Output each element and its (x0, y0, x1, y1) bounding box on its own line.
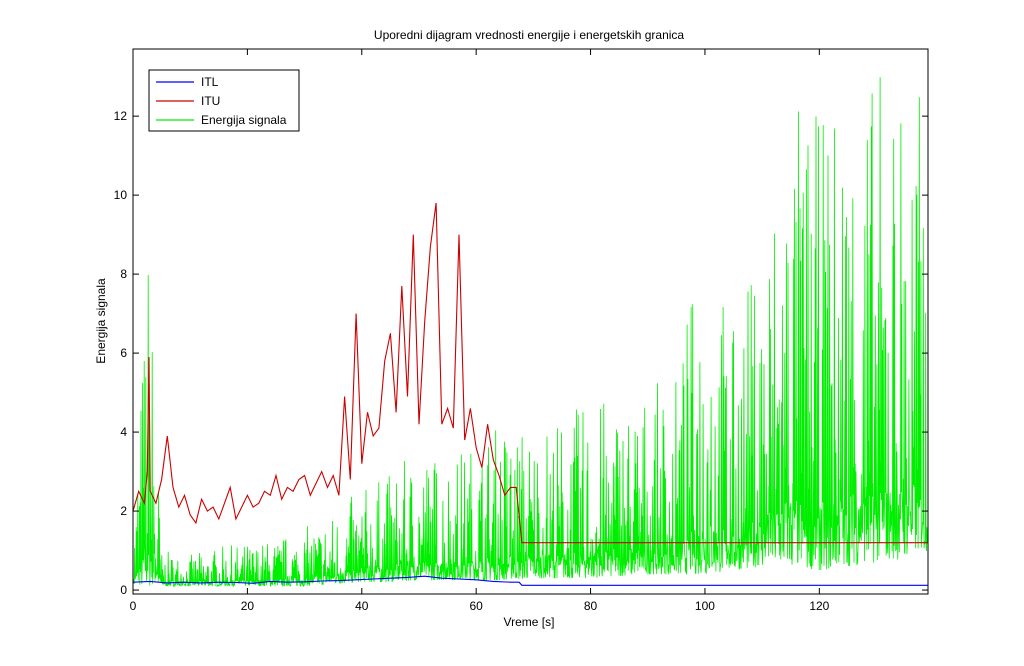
x-tick-label: 0 (130, 599, 137, 613)
legend-label-itl: ITL (201, 75, 219, 89)
legend: ITL ITU Energija signala (148, 69, 300, 132)
axes-frame (132, 48, 929, 595)
y-tick-label: 8 (120, 267, 127, 281)
series-line-energija-signala (132, 77, 929, 588)
y-axis-label: Energija signala (94, 278, 108, 364)
chart-title: Uporedni dijagram vrednosti energije i e… (374, 28, 684, 42)
series-layer (132, 77, 929, 588)
x-tick-label: 120 (809, 599, 829, 613)
series-line-itl (132, 575, 928, 586)
y-tick-label: 10 (114, 188, 128, 202)
x-axis-label: Vreme [s] (504, 615, 555, 629)
y-tick-label: 4 (120, 425, 127, 439)
x-tick-label: 60 (469, 599, 483, 613)
y-tick-label: 2 (120, 504, 127, 518)
series-line-itu (132, 202, 928, 544)
legend-label-itu: ITU (201, 94, 220, 108)
x-tick-label: 40 (355, 599, 369, 613)
y-tick-label: 0 (120, 583, 127, 597)
ticks-layer: 0 20 40 60 80 100 120 0 2 4 6 8 10 12 (114, 49, 928, 613)
legend-label-energija: Energija signala (201, 113, 287, 127)
y-tick-label: 6 (120, 346, 127, 360)
x-tick-label: 100 (695, 599, 715, 613)
x-tick-label: 20 (241, 599, 255, 613)
x-tick-label: 80 (584, 599, 598, 613)
y-tick-label: 12 (114, 109, 128, 123)
